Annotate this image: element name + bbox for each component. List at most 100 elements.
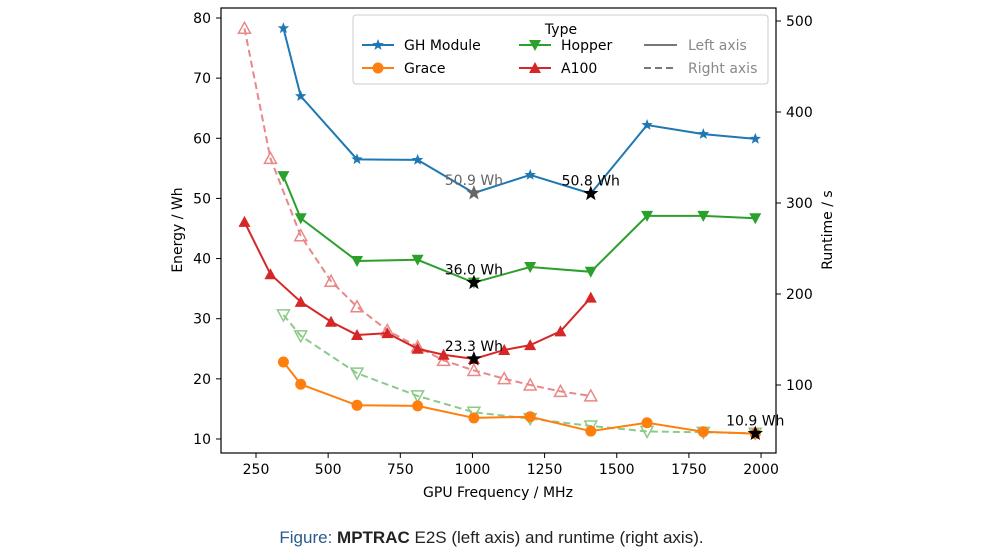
data-point-a100-runtime bbox=[323, 273, 339, 288]
data-point-hopper-energy bbox=[749, 213, 762, 225]
y-tick-label-left: 50 bbox=[193, 191, 211, 207]
y-tick-label-right: 100 bbox=[786, 378, 813, 394]
data-point-gh-module-energy bbox=[749, 132, 761, 144]
annotation-label: 36.0 Wh bbox=[445, 263, 503, 279]
data-point-hopper-energy bbox=[294, 213, 307, 225]
annotation-star-icon bbox=[466, 351, 482, 366]
data-point-a100-energy bbox=[524, 339, 537, 351]
y-tick-label-left: 60 bbox=[193, 131, 211, 147]
legend-item-left-axis: Left axis bbox=[644, 38, 747, 54]
x-tick-label: 750 bbox=[387, 462, 414, 478]
data-point-a100-runtime bbox=[263, 150, 278, 165]
annotation-label: 23.3 Wh bbox=[445, 339, 503, 355]
data-point-hopper-runtime bbox=[466, 406, 482, 420]
series-grace-energy bbox=[277, 356, 761, 440]
data-point-grace-energy bbox=[585, 425, 597, 437]
data-point-hopper-energy bbox=[641, 210, 654, 222]
x-axis-label: GPU Frequency / MHz bbox=[423, 485, 573, 501]
data-point-a100-energy bbox=[498, 343, 511, 355]
data-point-gh-module-energy bbox=[524, 169, 536, 180]
svg-text:Right axis: Right axis bbox=[688, 61, 757, 77]
data-point-grace-energy bbox=[641, 417, 653, 429]
data-point-hopper-runtime bbox=[410, 390, 425, 404]
data-point-grace-energy bbox=[351, 399, 363, 411]
data-point-a100-runtime bbox=[553, 383, 568, 398]
y-tick-label-left: 20 bbox=[193, 372, 211, 388]
data-point-a100-runtime bbox=[237, 20, 252, 35]
x-tick-label: 250 bbox=[243, 462, 270, 478]
data-point-grace-energy bbox=[468, 412, 480, 424]
series-line-gh-module-energy bbox=[282, 27, 756, 195]
data-point-a100-energy bbox=[554, 325, 567, 337]
data-point-hopper-energy bbox=[584, 266, 597, 278]
data-point-a100-runtime bbox=[522, 377, 538, 391]
caption-lead: Figure: bbox=[279, 528, 333, 547]
x-tick-label: 2000 bbox=[743, 462, 779, 478]
data-point-hopper-runtime bbox=[583, 420, 599, 434]
x-tick-label: 1750 bbox=[671, 462, 707, 478]
caption-text: E2S (left axis) and runtime (right axis)… bbox=[409, 528, 704, 547]
y-axis-label-left: Energy / Wh bbox=[170, 187, 186, 272]
series-a100-energy bbox=[238, 215, 597, 364]
y-tick-label-left: 40 bbox=[193, 252, 211, 268]
y-tick-label-right: 500 bbox=[786, 14, 813, 30]
series-line-grace-energy bbox=[282, 361, 756, 435]
series-hopper-runtime bbox=[276, 309, 763, 441]
figure-caption: Figure: MPTRAC E2S (left axis) and runti… bbox=[0, 528, 983, 548]
data-point-grace-energy bbox=[295, 378, 307, 390]
series-line-hopper-energy bbox=[282, 175, 756, 284]
legend-marker-icon bbox=[529, 62, 541, 73]
series-line-a100-energy bbox=[243, 221, 592, 361]
data-point-a100-runtime bbox=[496, 371, 512, 385]
legend-item-hopper: Hopper bbox=[519, 38, 612, 54]
data-point-grace-energy bbox=[697, 426, 709, 438]
data-point-gh-module-energy bbox=[295, 90, 307, 101]
data-point-a100-energy bbox=[294, 295, 307, 307]
series-gh-module-energy bbox=[277, 22, 761, 199]
x-tick-label: 1500 bbox=[599, 462, 635, 478]
x-tick-label: 500 bbox=[315, 462, 342, 478]
data-point-a100-runtime bbox=[436, 352, 451, 367]
y-tick-label-right: 200 bbox=[786, 287, 813, 303]
data-point-hopper-runtime bbox=[293, 330, 308, 344]
x-tick-label: 1000 bbox=[455, 462, 491, 478]
legend-marker-icon bbox=[529, 40, 541, 51]
data-point-hopper-runtime bbox=[349, 367, 365, 381]
y-axis-label-right: Runtime / s bbox=[820, 190, 836, 269]
legend-item-right-axis: Right axis bbox=[644, 61, 757, 77]
data-point-gh-module-energy bbox=[641, 119, 653, 130]
data-point-hopper-energy bbox=[524, 261, 537, 273]
data-point-grace-energy bbox=[524, 411, 536, 423]
svg-text:Hopper: Hopper bbox=[561, 38, 612, 54]
legend-title: Type bbox=[544, 22, 577, 38]
svg-text:Left axis: Left axis bbox=[688, 38, 747, 54]
data-point-hopper-energy bbox=[277, 171, 290, 183]
data-point-gh-module-energy bbox=[351, 153, 363, 165]
data-point-grace-energy bbox=[277, 356, 289, 368]
data-point-a100-energy bbox=[325, 315, 338, 327]
data-point-a100-runtime bbox=[466, 362, 482, 377]
data-point-a100-energy bbox=[351, 328, 364, 340]
y-tick-label-left: 80 bbox=[193, 11, 211, 27]
annotation-label: 50.9 Wh bbox=[445, 173, 503, 189]
series-line-hopper-runtime bbox=[282, 314, 756, 435]
svg-text:A100: A100 bbox=[561, 61, 597, 77]
data-point-a100-energy bbox=[381, 327, 394, 339]
data-point-gh-module-energy bbox=[277, 22, 290, 34]
svg-text:Grace: Grace bbox=[404, 61, 446, 77]
legend-item-grace: Grace bbox=[362, 61, 446, 77]
y-tick-label-left: 70 bbox=[193, 71, 211, 87]
data-point-hopper-energy bbox=[351, 255, 364, 267]
y-tick-label-left: 30 bbox=[193, 312, 211, 328]
data-point-a100-runtime bbox=[293, 228, 308, 242]
caption-bold: MPTRAC bbox=[337, 528, 410, 547]
data-point-a100-runtime bbox=[583, 388, 599, 402]
annotation-star-icon bbox=[466, 274, 482, 290]
y-tick-label-right: 400 bbox=[786, 105, 813, 121]
data-point-a100-energy bbox=[437, 348, 450, 360]
legend-marker-icon bbox=[372, 62, 384, 74]
series-hopper-energy bbox=[277, 171, 762, 289]
legend-marker-icon bbox=[372, 39, 384, 50]
annotation-star-icon bbox=[466, 185, 482, 200]
data-point-hopper-runtime bbox=[276, 309, 291, 323]
